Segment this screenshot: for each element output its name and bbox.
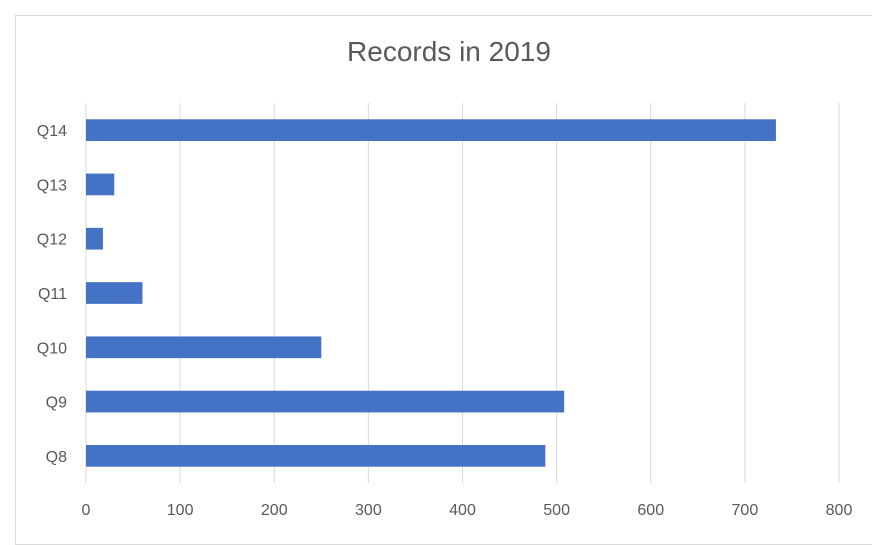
x-tick-label: 500 [543,502,570,519]
x-tick-label: 300 [355,502,382,519]
bar-q12 [86,227,103,250]
chart-title: Records in 2019 [347,36,551,67]
y-tick-label: Q14 [37,123,67,140]
y-tick-label: Q8 [46,449,67,466]
y-tick-label: Q11 [38,286,67,303]
x-tick-label: 0 [82,502,91,519]
y-tick-label: Q9 [46,395,67,412]
x-tick-label: 800 [826,502,853,519]
x-tick-label: 600 [637,502,664,519]
bar-q13 [86,173,115,196]
bar-q9 [86,390,565,413]
x-tick-label: 700 [732,502,759,519]
y-tick-label: Q12 [37,232,67,249]
value-axis-labels: 0 100 200 300 400 500 600 700 800 [82,502,853,519]
gridlines [85,103,840,483]
x-tick-label: 200 [261,502,288,519]
y-tick-label: Q10 [37,340,67,357]
bar-chart: Q8 Q9 Q10 Q11 Q12 Q13 Q14 0 100 200 300 400 500 600 7… [37,103,853,519]
bars [86,119,776,467]
y-tick-label: Q13 [37,177,67,194]
x-tick-label: 400 [449,502,476,519]
category-axis-labels: Q8 Q9 Q10 Q11 Q12 Q13 Q14 [37,123,67,466]
x-tick-label: 100 [167,502,194,519]
bar-q14 [86,119,776,141]
bar-q8 [86,445,546,467]
bar-q10 [86,336,322,359]
bar-q11 [86,282,143,304]
